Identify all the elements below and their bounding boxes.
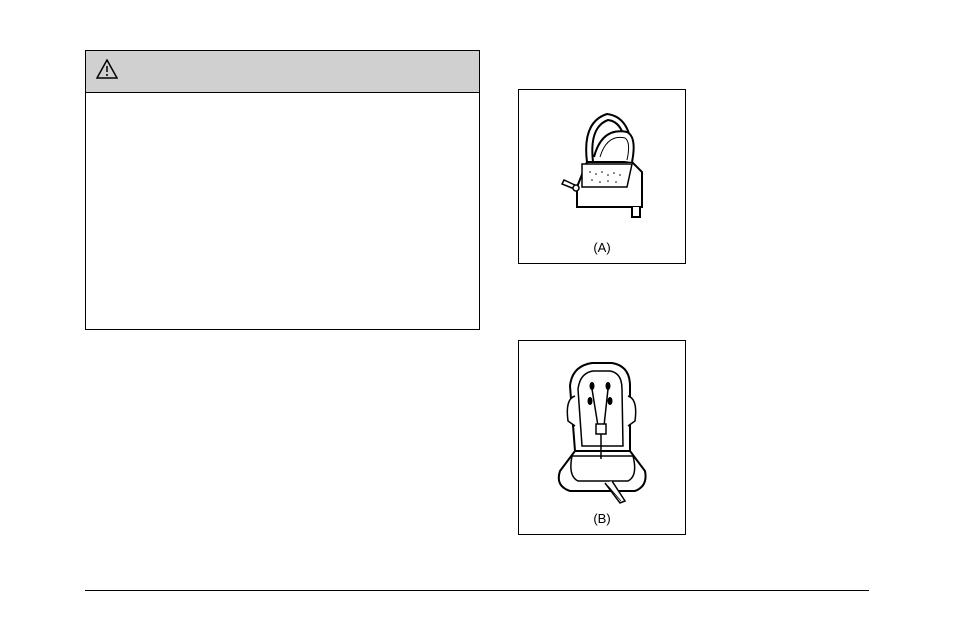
figure-b-label: (B) <box>593 511 610 526</box>
figure-b-box: (B) <box>518 340 686 535</box>
infant-carrier-illustration <box>532 98 672 236</box>
figure-a-box: (A) <box>518 89 686 264</box>
warning-icon <box>96 59 118 84</box>
warning-header <box>86 51 479 93</box>
warning-box <box>85 50 480 330</box>
figure-a-label: (A) <box>593 240 610 255</box>
bottom-divider <box>85 590 869 592</box>
child-seat-illustration <box>530 349 675 507</box>
